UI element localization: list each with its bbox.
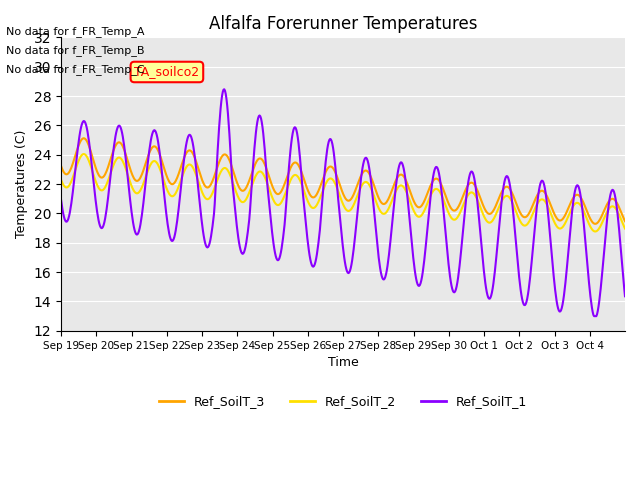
Ref_SoilT_2 [592, 228, 600, 234]
Y-axis label: Temperatures (C): Temperatures (C) [15, 130, 28, 238]
Ref_SoilT_1 [220, 86, 228, 92]
Ref_SoilT_1 [402, 180, 410, 186]
Ref_SoilT_2 [277, 200, 285, 206]
Line: Ref_SoilT_3: Ref_SoilT_3 [61, 138, 625, 224]
Ref_SoilT_1 [277, 250, 285, 255]
Ref_SoilT_2 [256, 168, 264, 174]
Ref_SoilT_3 [80, 135, 88, 141]
Ref_SoilT_1 [57, 197, 65, 203]
Ref_SoilT_1 [228, 169, 236, 175]
Ref_SoilT_2 [621, 226, 629, 231]
Text: No data for f_FR_Temp_A: No data for f_FR_Temp_A [6, 25, 145, 36]
Legend: Ref_SoilT_3, Ref_SoilT_2, Ref_SoilT_1: Ref_SoilT_3, Ref_SoilT_2, Ref_SoilT_1 [154, 390, 532, 413]
Ref_SoilT_3 [592, 221, 600, 227]
Ref_SoilT_1 [434, 165, 442, 171]
Ref_SoilT_3 [277, 189, 285, 195]
Ref_SoilT_3 [124, 158, 132, 164]
Line: Ref_SoilT_1: Ref_SoilT_1 [61, 89, 625, 316]
Text: TA_soilco2: TA_soilco2 [134, 65, 200, 79]
Ref_SoilT_1 [621, 293, 629, 299]
X-axis label: Time: Time [328, 356, 358, 369]
Ref_SoilT_3 [57, 163, 65, 169]
Ref_SoilT_3 [256, 156, 264, 161]
Text: No data for f_FR_Temp_C: No data for f_FR_Temp_C [6, 64, 145, 75]
Ref_SoilT_2 [124, 172, 132, 178]
Ref_SoilT_1 [590, 313, 598, 319]
Ref_SoilT_3 [402, 178, 410, 183]
Title: Alfalfa Forerunner Temperatures: Alfalfa Forerunner Temperatures [209, 15, 477, 33]
Ref_SoilT_2 [57, 177, 65, 182]
Ref_SoilT_3 [228, 163, 236, 169]
Ref_SoilT_2 [434, 186, 442, 192]
Ref_SoilT_2 [228, 176, 236, 182]
Line: Ref_SoilT_2: Ref_SoilT_2 [61, 154, 625, 231]
Ref_SoilT_3 [621, 218, 629, 224]
Ref_SoilT_3 [434, 176, 442, 182]
Ref_SoilT_2 [402, 188, 410, 194]
Ref_SoilT_2 [80, 151, 88, 157]
Ref_SoilT_1 [256, 113, 264, 119]
Ref_SoilT_1 [124, 169, 131, 175]
Text: No data for f_FR_Temp_B: No data for f_FR_Temp_B [6, 45, 145, 56]
